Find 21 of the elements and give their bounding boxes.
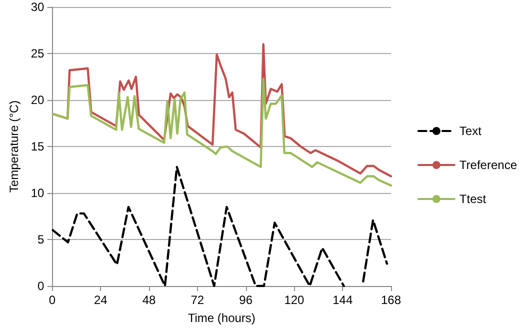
x-tick-label: 144: [332, 293, 353, 307]
y-tick-label: 30: [30, 0, 45, 14]
x-tick-label: 96: [239, 293, 253, 307]
legend-label: Text: [459, 124, 482, 138]
y-tick-label: 10: [30, 186, 45, 200]
x-tick-label: 120: [284, 293, 305, 307]
y-tick-label: 15: [30, 140, 45, 154]
x-tick-label: 72: [190, 293, 204, 307]
x-tick-label: 48: [142, 293, 156, 307]
y-tick-label: 25: [30, 46, 45, 60]
x-axis-title: Time (hours): [188, 311, 256, 325]
x-tick-label: 24: [94, 293, 108, 307]
y-tick-label: 5: [38, 232, 45, 246]
y-tick-label: 20: [30, 93, 45, 107]
legend-label: Treference: [459, 158, 518, 172]
y-tick-label: 0: [38, 279, 45, 293]
x-tick-label: 168: [380, 293, 402, 307]
legend-label: Ttest: [459, 192, 487, 206]
y-axis-title: Temperature (°C): [7, 100, 21, 193]
line-series: [52, 78, 392, 187]
x-tick-label: 0: [48, 293, 56, 307]
